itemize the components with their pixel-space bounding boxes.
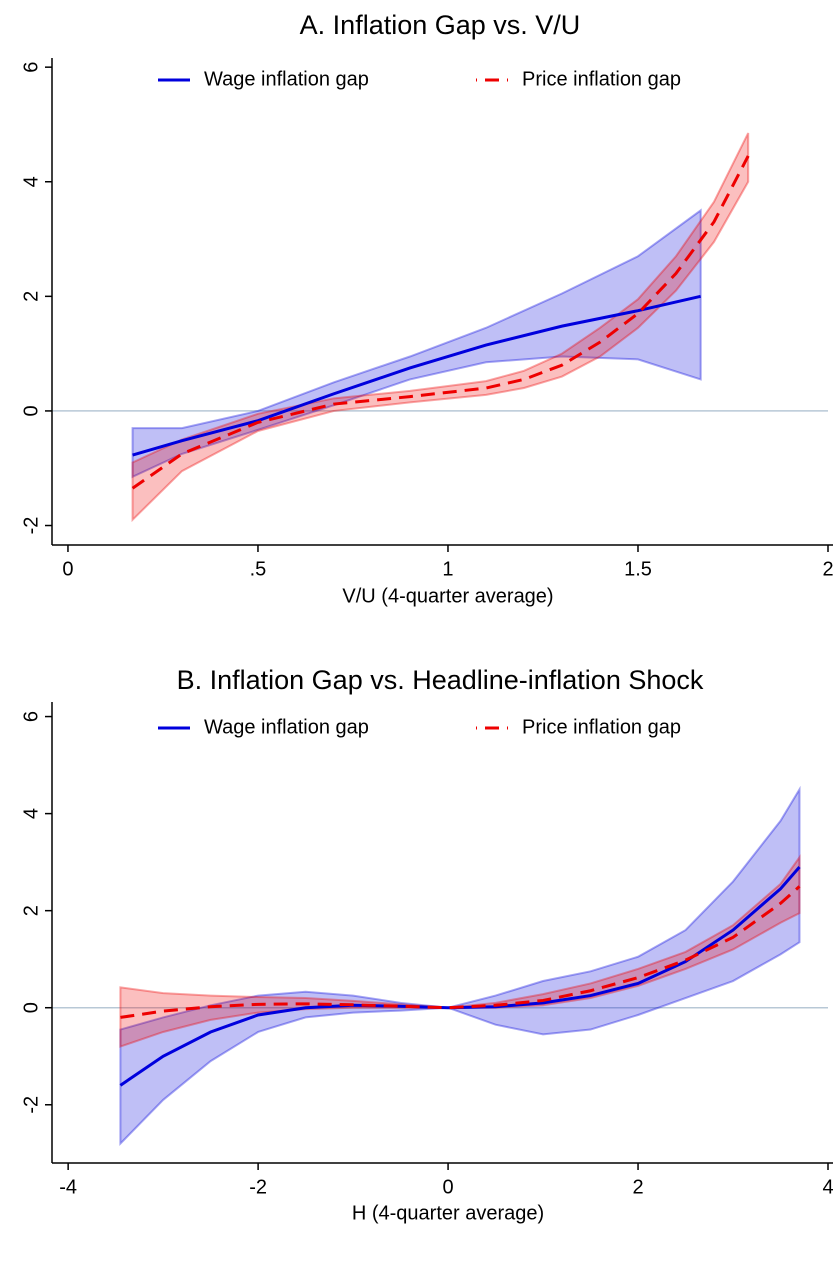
y-tick-label: 2: [20, 905, 42, 916]
chart-title: B. Inflation Gap vs. Headline-inflation …: [177, 665, 704, 695]
x-tick-label: -4: [59, 1176, 77, 1198]
y-tick-label: 0: [20, 1002, 42, 1013]
x-tick-label: 0: [62, 558, 73, 580]
x-tick-label: 1.5: [624, 558, 652, 580]
series-line: [131, 155, 750, 490]
y-tick-label: 4: [20, 808, 42, 819]
series-line: [120, 885, 801, 1019]
legend-label: Wage inflation gap: [204, 716, 369, 738]
chart-title: A. Inflation Gap vs. V/U: [300, 10, 581, 40]
y-tick-label: 0: [20, 405, 42, 416]
x-tick-label: .5: [250, 558, 267, 580]
confidence-band: [131, 132, 750, 523]
x-tick-label: 2: [822, 558, 833, 580]
legend-label: Price inflation gap: [522, 68, 681, 90]
x-tick-label: 2: [632, 1176, 643, 1198]
legend-label: Wage inflation gap: [204, 68, 369, 90]
x-axis-label: V/U (4-quarter average): [342, 585, 553, 607]
y-tick-label: -2: [20, 517, 42, 535]
confidence-band: [119, 785, 801, 1147]
x-axis-label: H (4-quarter average): [352, 1202, 544, 1224]
y-tick-label: 2: [20, 291, 42, 302]
x-tick-label: 1: [442, 558, 453, 580]
y-tick-label: 4: [20, 176, 42, 187]
confidence-band: [119, 854, 801, 1048]
y-tick-label: -2: [20, 1096, 42, 1114]
series-line: [132, 294, 702, 457]
y-tick-label: 6: [20, 711, 42, 722]
legend-label: Price inflation gap: [522, 716, 681, 738]
x-tick-label: 0: [443, 1176, 454, 1198]
confidence-band: [131, 208, 702, 479]
x-tick-label: 4: [822, 1176, 833, 1198]
x-tick-label: -2: [249, 1176, 267, 1198]
y-tick-label: 6: [20, 62, 42, 73]
